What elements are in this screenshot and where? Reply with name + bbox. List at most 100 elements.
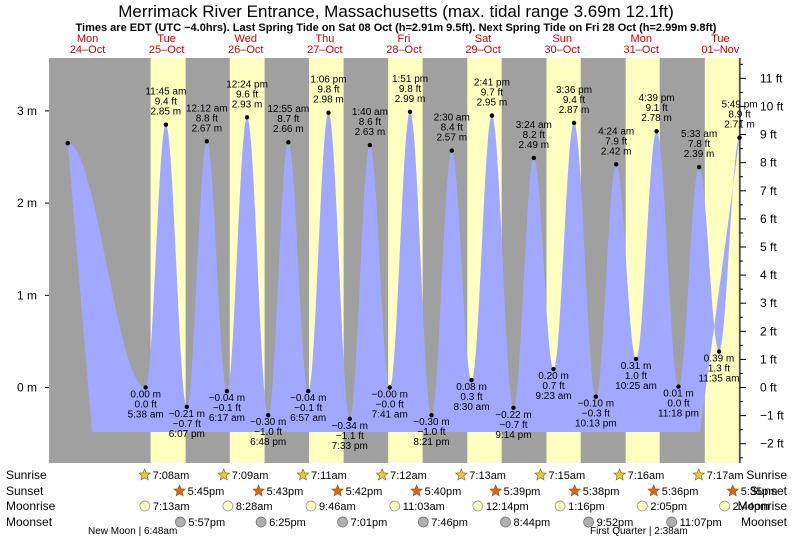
sunset-icon [568,484,582,497]
tide-label-line: 0.00 m [130,390,161,401]
sunrise-time: 7:08am [153,470,190,482]
tide-point [347,416,352,422]
day-label-date: 26–Oct [228,44,263,56]
sunrise-icon [296,468,310,481]
tide-label-line: 6:48 pm [250,437,286,448]
tide-label-line: 1:06 pm [310,75,346,86]
y-left-tick-label: 0 m [17,381,37,395]
tide-label-line: 7.8 ft [688,139,710,150]
tide-label-line: 0.20 m [538,371,569,382]
y-right-tick-label: −2 ft [760,437,784,451]
tide-label-line: −0.1 ft [294,403,322,414]
moonrise-time: 2:44pm [733,501,770,513]
tide-point [511,405,516,410]
high-tide-label: 3:36 pm9.4 ft2.87 m [556,85,592,116]
tide-label-line: 2.93 m [232,99,263,110]
moonrise-icon [719,500,730,512]
day-label-date: 28–Oct [386,44,421,56]
tide-point [696,164,702,170]
tide-label-line: −1.1 ft [336,431,364,442]
day-label-date: 31–Oct [624,44,659,56]
tide-label-line: 9:23 am [535,391,571,402]
tide-label-line: 7.9 ft [605,136,627,147]
day-label-date: 27–Oct [307,44,342,56]
sunset-icon [252,484,266,497]
sunset-icon [647,484,661,497]
day-label-dow: Sat [475,33,492,45]
tide-point [224,388,230,394]
moonset-icon [583,516,594,528]
tide-label-line: 2.39 m [684,149,715,160]
day-label-date: 24–Oct [70,44,105,56]
y-left-tick-label: 2 m [17,196,37,210]
moonrise-icon [305,500,317,512]
moonset-icon [175,516,186,528]
moonset-time: 11:07pm [680,517,722,529]
tide-label-line: 10:25 am [615,381,657,392]
tide-label-line: 2.49 m [519,140,550,151]
tide-label-line: 4:39 pm [639,93,675,104]
tide-point [306,388,311,394]
row-label-moonset-right: Moonset [741,515,788,529]
tide-label-line: 12:24 pm [226,79,268,90]
moonrise-icon [554,500,566,512]
tide-point [143,385,148,390]
tide-label-line: 5:38 am [128,410,164,421]
sunrise-icon [613,468,627,481]
low-tide-label: −0.21 m−0.7 ft6:07 pm [169,409,205,440]
tide-label-line: 2.95 m [477,98,508,109]
high-tide-label: 4:39 pm9.1 ft2.78 m [639,93,675,124]
tide-label-line: 9:14 pm [495,430,531,441]
tide-label-line: 0.01 m [663,389,694,400]
sunrise-icon [534,468,547,481]
tide-label-line: 0.39 m [704,354,735,365]
sunrise-time: 7:16am [628,470,665,482]
tide-label-line: 6:17 am [209,413,245,424]
low-tide-label: 0.20 m0.7 ft9:23 am [535,371,571,402]
y-right-tick-label: 4 ft [760,268,777,282]
sunset-time: 5:39pm [504,486,541,498]
low-tide-label: −0.04 m−0.1 ft6:17 am [209,393,245,424]
tide-label-line: −0.30 m [250,417,286,428]
moonset-time: 5:57pm [188,517,225,529]
moonset-time: 9:52pm [597,517,634,529]
row-label-moonrise-right: Moonrise [738,499,788,513]
tide-label-line: 2:41 pm [474,78,510,89]
sunset-time: 5:35pm [741,486,778,498]
moonrise-time: 2:05pm [650,501,687,513]
row-label-sunset-right: Sunset [750,484,788,498]
moonrise-time: 8:28am [236,501,273,513]
y-right-tick-label: 10 ft [760,99,784,113]
low-tide-label: −0.04 m−0.1 ft6:57 am [290,393,326,424]
sunrise-icon [138,468,152,481]
sunrise-icon [217,468,231,481]
tide-label-line: 5:49 pm [721,100,757,111]
moonset-time: 8:44pm [514,517,551,529]
high-tide-label: 5:33 am7.8 ft2.39 m [681,129,717,160]
low-tide-label: −0.00 m−0.0 ft7:41 am [372,390,408,421]
sunset-icon [489,484,503,497]
day-label-dow: Tue [157,33,176,45]
tide-point [737,135,742,140]
high-tide-label: 2:41 pm9.7 ft2.95 m [474,78,510,109]
tide-label-line: 9.8 ft [399,84,421,95]
day-label-date: 01–Nov [701,44,739,56]
tide-label-line: 8.2 ft [523,130,545,141]
high-tide-label: 12:12 am8.8 ft2.67 m [186,103,228,134]
tide-point [716,349,722,354]
day-label-dow: Mon [631,33,652,45]
low-tide-label: −0.30 m−1.0 ft6:48 pm [250,417,286,448]
sunrise-time: 7:13am [469,470,506,482]
tide-label-line: 5:33 am [681,129,717,140]
y-right-tick-label: 5 ft [760,240,777,254]
tide-label-line: 1.3 ft [708,364,730,375]
tide-label-line: −0.04 m [290,393,326,404]
tide-label-line: 7:33 pm [332,441,368,452]
tide-label-line: 2.66 m [273,124,304,135]
high-tide-label: 3:24 am8.2 ft2.49 m [516,120,552,151]
y-right-tick-label: 1 ft [760,352,777,366]
tide-point [489,113,495,118]
row-label-sunset: Sunset [6,484,44,498]
